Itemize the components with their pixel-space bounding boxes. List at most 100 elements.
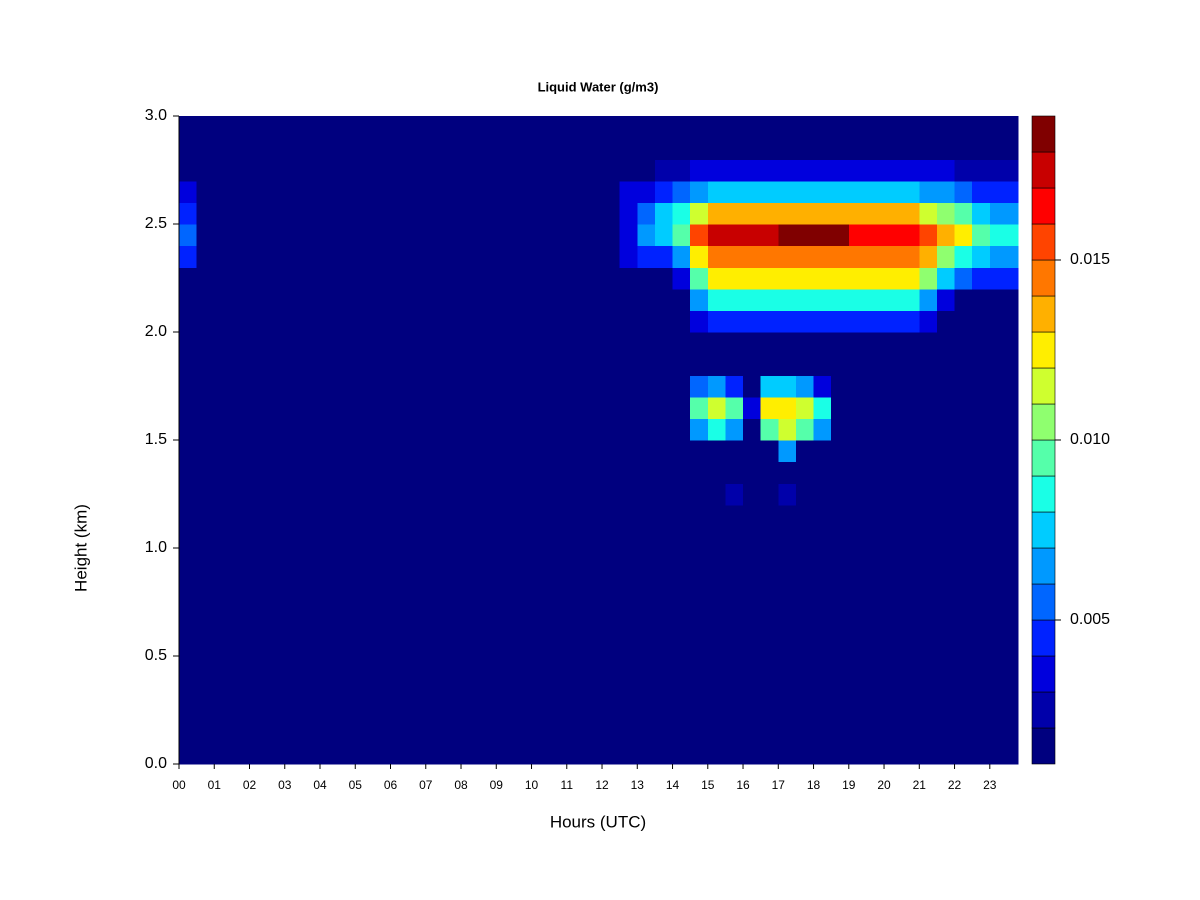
heatmap-cell	[725, 569, 744, 592]
heatmap-cell	[725, 245, 744, 268]
heatmap-cell	[848, 116, 868, 139]
heatmap-cell	[196, 591, 215, 614]
heatmap-cell	[531, 267, 550, 290]
heatmap-cell	[355, 504, 374, 527]
heatmap-cell	[231, 699, 251, 722]
heatmap-cell	[355, 396, 374, 419]
heatmap-cell	[654, 159, 674, 182]
heatmap-cell	[408, 656, 427, 679]
heatmap-cell	[584, 591, 603, 614]
heatmap-cell	[284, 116, 303, 139]
heatmap-cell	[249, 483, 268, 506]
heatmap-cell	[284, 310, 303, 333]
heatmap-cell	[813, 353, 832, 376]
heatmap-cell	[513, 202, 533, 225]
heatmap-cell	[302, 396, 321, 419]
heatmap-cell	[848, 548, 868, 571]
heatmap-cell	[461, 180, 480, 203]
heatmap-cell	[337, 612, 356, 635]
heatmap-cell	[320, 418, 339, 441]
heatmap-cell	[443, 548, 462, 571]
heatmap-cell	[972, 634, 991, 657]
heatmap-cell	[584, 137, 603, 160]
heatmap-cell	[425, 461, 444, 484]
heatmap-cell	[866, 375, 885, 398]
heatmap-cell	[884, 656, 903, 679]
heatmap-cell	[743, 504, 762, 527]
heatmap-cell	[848, 699, 868, 722]
heatmap-cell	[443, 375, 462, 398]
heatmap-cell	[496, 612, 515, 635]
heatmap-cell	[231, 310, 251, 333]
heatmap-cell	[619, 396, 638, 419]
heatmap-cell	[936, 224, 956, 247]
heatmap-cell	[954, 116, 973, 139]
heatmap-cell	[813, 116, 832, 139]
heatmap-cell	[584, 720, 603, 743]
heatmap-cell	[566, 332, 585, 355]
heatmap-cell	[760, 245, 779, 268]
heatmap-cell	[972, 310, 991, 333]
heatmap-cell	[284, 375, 303, 398]
heatmap-cell	[320, 742, 339, 765]
heatmap-cell	[284, 742, 303, 765]
y-tick-label: 2.0	[145, 323, 167, 340]
heatmap-cell	[355, 461, 374, 484]
x-tick-label: 01	[208, 778, 222, 792]
heatmap-cell	[284, 677, 303, 700]
heatmap-cell	[513, 634, 533, 657]
heatmap-cell	[919, 699, 938, 722]
heatmap-cell	[249, 440, 268, 463]
heatmap-cell	[972, 418, 991, 441]
heatmap-cell	[443, 267, 462, 290]
heatmap-cell	[707, 656, 727, 679]
heatmap-cell	[355, 159, 374, 182]
heatmap-cell	[1007, 699, 1019, 722]
heatmap-cell	[778, 440, 797, 463]
heatmap-cell	[602, 418, 621, 441]
heatmap-cell	[760, 504, 779, 527]
heatmap-cell	[513, 569, 533, 592]
heatmap-cell	[901, 699, 920, 722]
heatmap-cell	[954, 375, 973, 398]
heatmap-cell	[390, 569, 409, 592]
heatmap-cell	[602, 699, 621, 722]
heatmap-cell	[690, 159, 709, 182]
heatmap-cell	[989, 634, 1009, 657]
heatmap-cell	[337, 720, 356, 743]
heatmap-cell	[884, 116, 903, 139]
heatmap-cell	[196, 245, 215, 268]
heatmap-cell	[214, 742, 233, 765]
heatmap-cell	[179, 288, 198, 311]
heatmap-cell	[249, 353, 268, 376]
heatmap-cell	[831, 483, 850, 506]
heatmap-cell	[320, 288, 339, 311]
heatmap-cell	[408, 116, 427, 139]
heatmap-cell	[936, 656, 956, 679]
heatmap-cell	[249, 699, 268, 722]
heatmap-cell	[725, 116, 744, 139]
heatmap-cell	[337, 440, 356, 463]
heatmap-cell	[231, 288, 251, 311]
heatmap-cell	[214, 677, 233, 700]
heatmap-cell	[813, 440, 832, 463]
heatmap-cell	[390, 180, 409, 203]
heatmap-cell	[884, 288, 903, 311]
heatmap-cell	[707, 224, 727, 247]
heatmap-cell	[919, 548, 938, 571]
heatmap-cell	[760, 288, 779, 311]
heatmap-cell	[390, 634, 409, 657]
heatmap-cell	[461, 310, 480, 333]
heatmap-cell	[566, 526, 585, 549]
heatmap-cell	[637, 288, 656, 311]
heatmap-cell	[179, 569, 198, 592]
x-tick-label: 19	[842, 778, 856, 792]
heatmap-cell	[884, 224, 903, 247]
heatmap-cell	[760, 483, 779, 506]
heatmap-cell	[372, 288, 392, 311]
heatmap-cell	[725, 699, 744, 722]
heatmap-cell	[672, 310, 691, 333]
heatmap-cell	[408, 483, 427, 506]
heatmap-cell	[496, 375, 515, 398]
heatmap-cell	[425, 224, 444, 247]
